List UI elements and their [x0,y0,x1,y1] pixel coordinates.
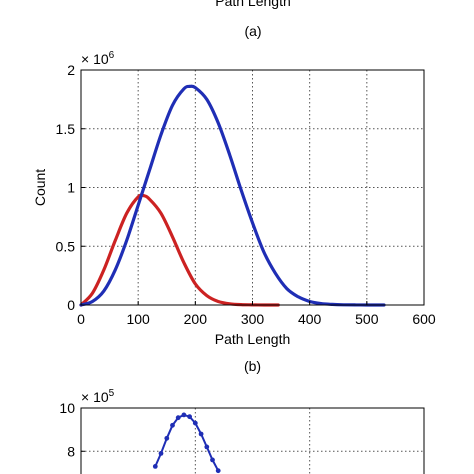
panel-b-ticks: 0 100 200 300 400 500 600 0 0.5 1 1.5 2 [56,62,436,327]
panel-c-curves [152,412,221,474]
x-tick-label: 200 [184,311,208,327]
x-tick-label: 400 [298,311,322,327]
panel-c-chart: 8 10 × 105 [59,388,425,474]
panel-c-plot-frame [80,407,425,474]
panel-c-grid [81,408,424,474]
panel-c-y-multiplier: × 105 [81,388,115,405]
x-tick-label: 100 [126,311,150,327]
panel-b-grid [81,70,424,305]
y-tick-label: 1 [67,180,75,196]
y-tick-label: 0.5 [56,238,76,254]
curve-point [192,420,198,426]
y-tick-label: 1.5 [56,121,76,137]
panel-b-y-multiplier-exp: 6 [109,50,115,61]
curve-point [210,457,215,463]
curve-point [152,464,158,469]
panel-b-caption: (b) [244,358,261,374]
panel-c-y-multiplier-exp: 5 [109,388,115,399]
curve-point [198,431,204,437]
panel-b-y-multiplier-base: × 10 [81,51,109,67]
panel-b-chart: 0 100 200 300 400 500 600 0 0.5 1 1.5 2 × 106 Count… [32,50,436,374]
y-tick-label: 0 [67,297,75,313]
x-tick-label: 500 [355,311,379,327]
blue-curve-line [79,84,386,307]
panel-c-ticks: 8 10 [59,400,85,459]
panel-b-ylabel: Count [32,169,48,206]
y-tick-label: 10 [59,400,75,416]
x-tick-label: 300 [241,311,265,327]
curve-point [181,412,187,418]
curve-point [204,444,210,450]
curve-point [170,422,175,428]
x-tick-label: 600 [412,311,436,327]
panel-a-caption: (a) [244,23,261,39]
panel-b-y-multiplier: × 106 [81,50,115,67]
y-tick-label: 8 [67,443,75,459]
panel-b-curves [79,84,386,307]
panel-b-xlabel: Path Length [215,331,291,347]
panel-c-y-multiplier-base: × 10 [81,389,109,405]
curve-point [215,468,221,474]
panel-a-xlabel: Path Length [215,0,291,9]
blue-dotted-curve-line [154,413,220,472]
curve-point [164,435,170,441]
curve-point [175,415,181,421]
y-tick-label: 2 [67,62,75,78]
curve-point [158,451,164,456]
x-tick-label: 0 [77,311,85,327]
curve-point [187,414,193,420]
